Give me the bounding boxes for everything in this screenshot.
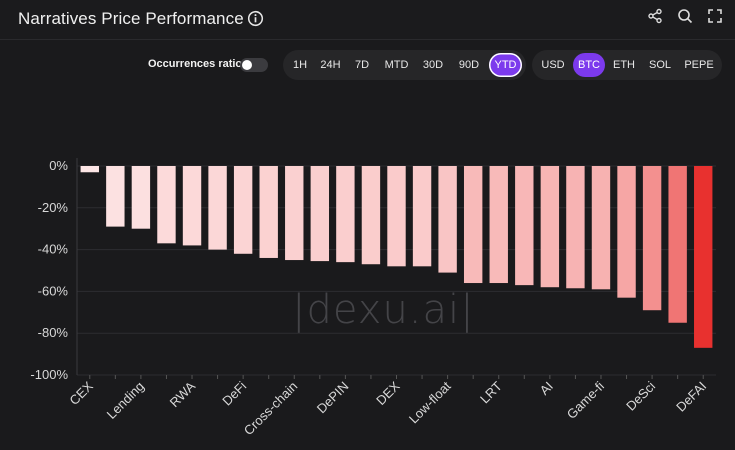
bar[interactable]: [438, 166, 457, 273]
x-tick-label: Low-float: [406, 378, 454, 426]
bar[interactable]: [361, 166, 381, 265]
info-icon[interactable]: [247, 10, 264, 27]
bar[interactable]: [233, 166, 253, 254]
bar[interactable]: [182, 166, 202, 246]
y-tick-label: -60%: [38, 283, 69, 298]
bar[interactable]: [591, 166, 611, 290]
bar[interactable]: [489, 166, 508, 284]
watermark: |dexu.ai|: [292, 287, 475, 333]
currency-usd[interactable]: USD: [541, 59, 565, 71]
occurrences-ratio-label: Occurrences ratio: [148, 58, 243, 70]
bar[interactable]: [540, 166, 560, 288]
timeframe-ytd[interactable]: YTD: [489, 53, 522, 77]
bar[interactable]: [131, 166, 151, 229]
y-tick-label: -80%: [38, 325, 69, 340]
bar[interactable]: [694, 166, 713, 348]
bar[interactable]: [336, 166, 355, 263]
bar[interactable]: [668, 166, 687, 323]
bar[interactable]: [463, 166, 483, 284]
bar[interactable]: [157, 166, 176, 244]
y-tick-label: -40%: [38, 242, 69, 257]
bar[interactable]: [285, 166, 304, 261]
bar-chart: 0% -20% -40% -60% -80% -100% CEX Lending RWA DeFi…: [0, 90, 735, 450]
x-tick-label: DeFi: [219, 378, 249, 408]
x-tick-label: Game-fi: [564, 378, 607, 421]
chart-header: Narratives Price Performance: [0, 0, 735, 40]
x-tick-label: DePIN: [314, 379, 352, 417]
y-tick-label: -100%: [30, 367, 68, 382]
bar[interactable]: [208, 166, 227, 250]
bar[interactable]: [412, 166, 432, 267]
x-tick-label: DEX: [373, 378, 403, 408]
y-tick-label: -20%: [38, 200, 69, 215]
currency-selector: USD BTC ETH SOL PEPE: [532, 50, 722, 80]
x-tick-label: Cross-chain: [241, 379, 301, 439]
timeframe-7d[interactable]: 7D: [354, 59, 370, 71]
search-icon[interactable]: [677, 8, 693, 24]
currency-sol[interactable]: SOL: [648, 59, 671, 71]
y-tick-label: 0%: [49, 158, 68, 173]
bar[interactable]: [106, 166, 125, 227]
timeframe-selector: 1H 24H 7D MTD 30D 90D YTD: [283, 50, 526, 80]
currency-eth[interactable]: ETH: [613, 59, 635, 71]
bar[interactable]: [642, 166, 662, 311]
chart-controls: Occurrences ratio 1H 24H 7D MTD 30D 90D …: [0, 48, 735, 84]
occurrences-ratio-toggle[interactable]: [240, 58, 268, 72]
x-tick-label: LRT: [477, 378, 505, 406]
x-tick-label: RWA: [167, 378, 199, 410]
x-tick-label: AI: [537, 379, 556, 398]
timeframe-24h[interactable]: 24H: [320, 59, 341, 71]
currency-btc[interactable]: BTC: [573, 53, 605, 77]
bar[interactable]: [515, 166, 534, 286]
timeframe-90d[interactable]: 90D: [458, 59, 480, 71]
toggle-knob: [242, 60, 252, 70]
fullscreen-icon[interactable]: [707, 8, 723, 24]
bar-chart-svg: 0% -20% -40% -60% -80% -100%CEX Lending RWA DeFi…: [30, 158, 716, 439]
currency-pepe[interactable]: PEPE: [684, 59, 714, 71]
bar[interactable]: [617, 166, 636, 298]
bar[interactable]: [310, 166, 330, 262]
bar[interactable]: [566, 166, 585, 289]
bar[interactable]: [387, 166, 406, 267]
x-tick-label: Lending: [104, 379, 147, 422]
chart-title: Narratives Price Performance: [18, 9, 244, 28]
share-icon[interactable]: [647, 8, 663, 24]
timeframe-mtd[interactable]: MTD: [384, 59, 409, 71]
x-tick-label: DeSci: [623, 378, 658, 413]
timeframe-1h[interactable]: 1H: [292, 59, 308, 71]
x-tick-label: CEX: [66, 378, 96, 408]
bar[interactable]: [80, 166, 99, 173]
x-tick-label: DeFAI: [673, 379, 709, 415]
bar[interactable]: [259, 166, 278, 258]
timeframe-30d[interactable]: 30D: [422, 59, 444, 71]
